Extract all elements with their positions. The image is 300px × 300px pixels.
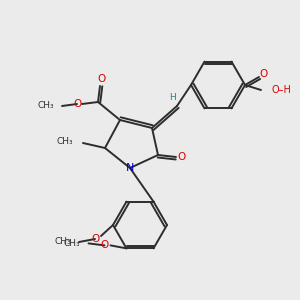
Text: O: O — [73, 99, 81, 109]
Text: CH₃: CH₃ — [56, 136, 73, 146]
Text: CH₃: CH₃ — [64, 239, 80, 248]
Text: O: O — [260, 69, 268, 79]
Text: O: O — [100, 240, 109, 250]
Text: O: O — [178, 152, 186, 162]
Text: O: O — [98, 74, 106, 84]
Text: CH₃: CH₃ — [38, 101, 54, 110]
Text: O: O — [91, 234, 99, 244]
Text: N: N — [126, 163, 134, 173]
Text: H: H — [169, 94, 176, 103]
Text: CH₃: CH₃ — [54, 238, 71, 247]
Text: O–H: O–H — [271, 85, 291, 95]
